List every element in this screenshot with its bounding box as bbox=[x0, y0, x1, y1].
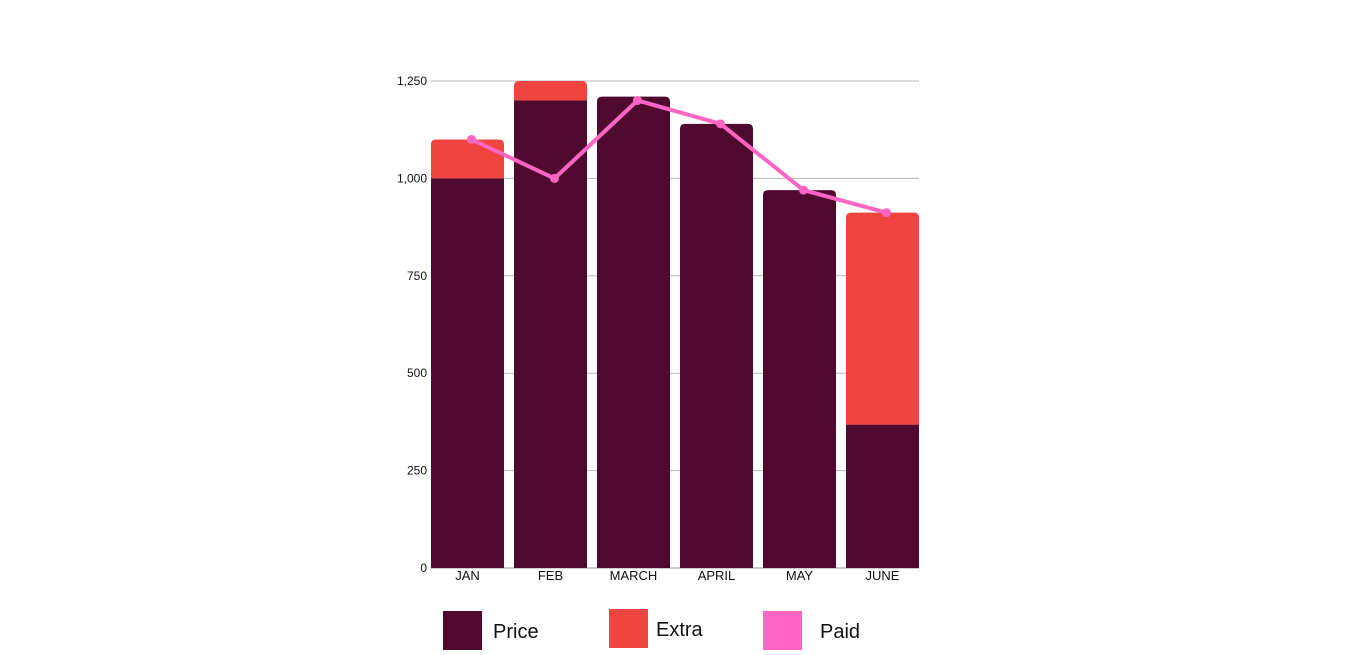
legend-item-extra: Extra bbox=[609, 609, 704, 648]
x-tick-label-may: MAY bbox=[786, 568, 814, 583]
y-tick-label-250: 250 bbox=[407, 464, 427, 478]
legend-swatch-paid bbox=[763, 611, 802, 650]
bar-extra-june bbox=[846, 212, 919, 425]
bar-price-jan bbox=[431, 178, 504, 568]
y-tick-label-0: 0 bbox=[420, 561, 427, 575]
y-tick-label-500: 500 bbox=[407, 366, 427, 380]
bars bbox=[431, 81, 919, 569]
bar-price-june bbox=[846, 424, 919, 568]
x-tick-label-feb: FEB bbox=[538, 568, 563, 583]
legend-swatch-extra bbox=[609, 609, 648, 648]
bar-extra-feb bbox=[514, 81, 587, 101]
line-paid bbox=[469, 98, 889, 215]
point-paid-june bbox=[882, 208, 891, 218]
x-tick-label-march: MARCH bbox=[610, 568, 658, 583]
y-tick-label-1000: 1,000 bbox=[397, 171, 427, 185]
point-paid-march bbox=[633, 95, 642, 105]
legend-item-paid: Paid bbox=[763, 611, 860, 650]
x-tick-label-april: APRIL bbox=[698, 568, 736, 583]
bar-price-may bbox=[763, 190, 836, 568]
legend: Price Extra Paid bbox=[443, 609, 860, 650]
bar-price-march bbox=[597, 96, 670, 569]
y-tick-label-1250: 1,250 bbox=[397, 74, 427, 88]
x-axis-tick-labels: JAN FEB MARCH APRIL MAY JUNE bbox=[455, 568, 900, 583]
legend-label-extra: Extra bbox=[656, 619, 704, 641]
x-tick-label-jan: JAN bbox=[455, 568, 480, 583]
bar-price-april bbox=[680, 123, 753, 568]
bar-extra-jan bbox=[431, 139, 504, 179]
gridlines bbox=[431, 80, 919, 569]
point-paid-may bbox=[799, 185, 808, 195]
legend-item-price: Price bbox=[443, 611, 539, 650]
legend-label-price: Price bbox=[493, 621, 539, 643]
paid-line-series bbox=[467, 95, 891, 218]
point-paid-feb bbox=[550, 173, 559, 183]
point-paid-jan bbox=[467, 134, 476, 144]
y-axis-tick-labels: 0 250 500 750 1,000 1,250 bbox=[397, 74, 427, 575]
y-tick-label-750: 750 bbox=[407, 269, 427, 283]
x-tick-label-june: JUNE bbox=[866, 568, 900, 583]
bar-price-feb bbox=[514, 100, 587, 568]
point-paid-april bbox=[716, 119, 725, 129]
legend-swatch-price bbox=[443, 611, 482, 650]
legend-label-paid: Paid bbox=[820, 621, 860, 643]
